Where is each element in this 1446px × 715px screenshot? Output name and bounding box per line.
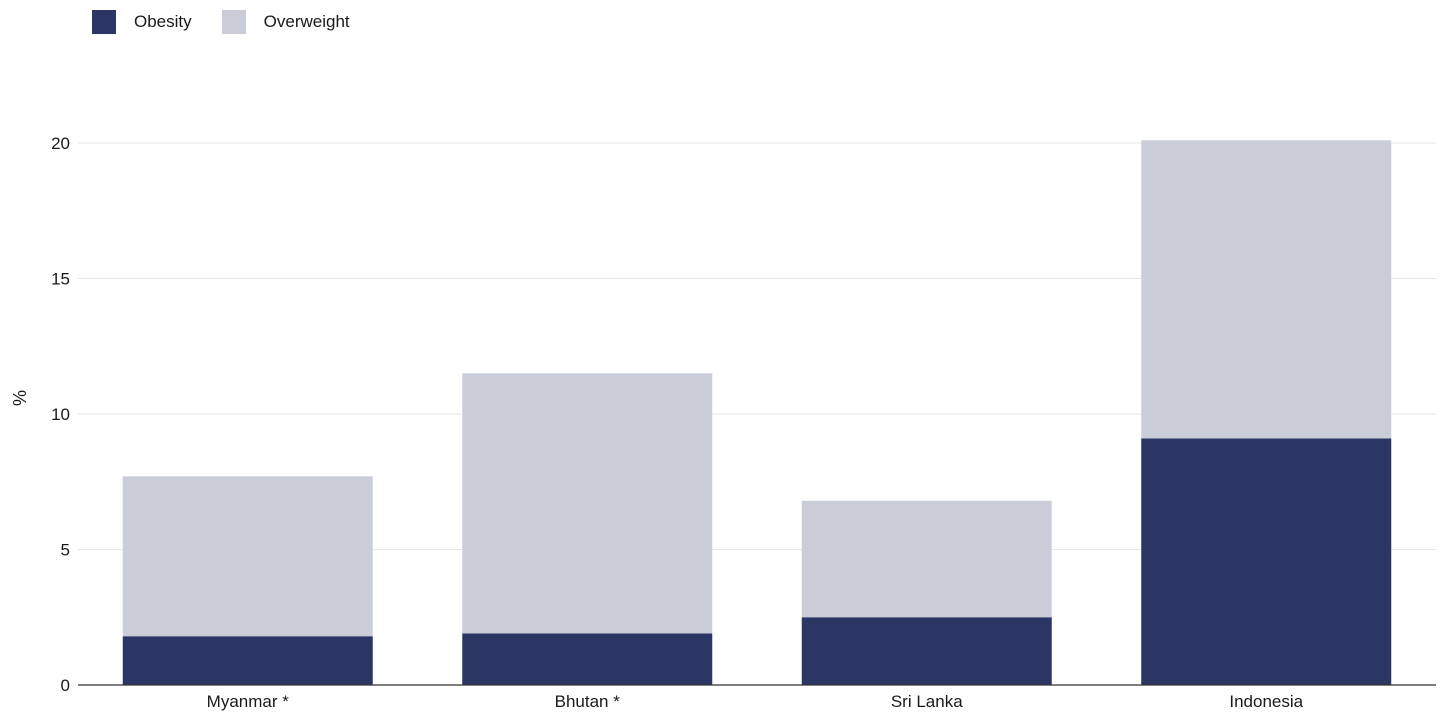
- y-tick-label: 5: [61, 541, 70, 560]
- y-tick-label: 10: [51, 405, 70, 424]
- legend-label-overweight: Overweight: [263, 12, 350, 31]
- x-tick-label: Myanmar *: [207, 692, 290, 711]
- chart-legend: Obesity Overweight: [92, 10, 350, 34]
- legend-swatch-overweight: [221, 10, 246, 34]
- bar-obesity-4[interactable]: [1141, 438, 1392, 685]
- axes: 0 5 10 15 20 Myanmar * Bhutan * Sri Lanka Indone…: [51, 134, 1436, 711]
- x-tick-label: Bhutan *: [555, 692, 621, 711]
- legend-label-obesity: Obesity: [134, 12, 192, 31]
- x-tick-label: Sri Lanka: [891, 692, 963, 711]
- y-axis-title: %: [10, 390, 30, 406]
- bar-overweight-2[interactable]: [462, 373, 713, 634]
- bars: [122, 140, 1392, 685]
- bar-overweight-4[interactable]: [1141, 140, 1392, 439]
- bar-overweight-1[interactable]: [122, 476, 373, 637]
- y-tick-label: 0: [61, 676, 70, 695]
- legend-item-obesity[interactable]: Obesity: [92, 10, 192, 34]
- y-tick-label: 20: [51, 134, 70, 153]
- bar-obesity-1[interactable]: [122, 636, 373, 685]
- bar-obesity-2[interactable]: [462, 633, 713, 685]
- bar-overweight-3[interactable]: [801, 500, 1052, 618]
- legend-swatch-obesity: [92, 10, 116, 34]
- x-tick-label: Indonesia: [1229, 692, 1303, 711]
- y-tick-label: 15: [51, 270, 70, 289]
- legend-item-overweight[interactable]: Overweight: [221, 10, 350, 34]
- bar-obesity-3[interactable]: [801, 617, 1052, 685]
